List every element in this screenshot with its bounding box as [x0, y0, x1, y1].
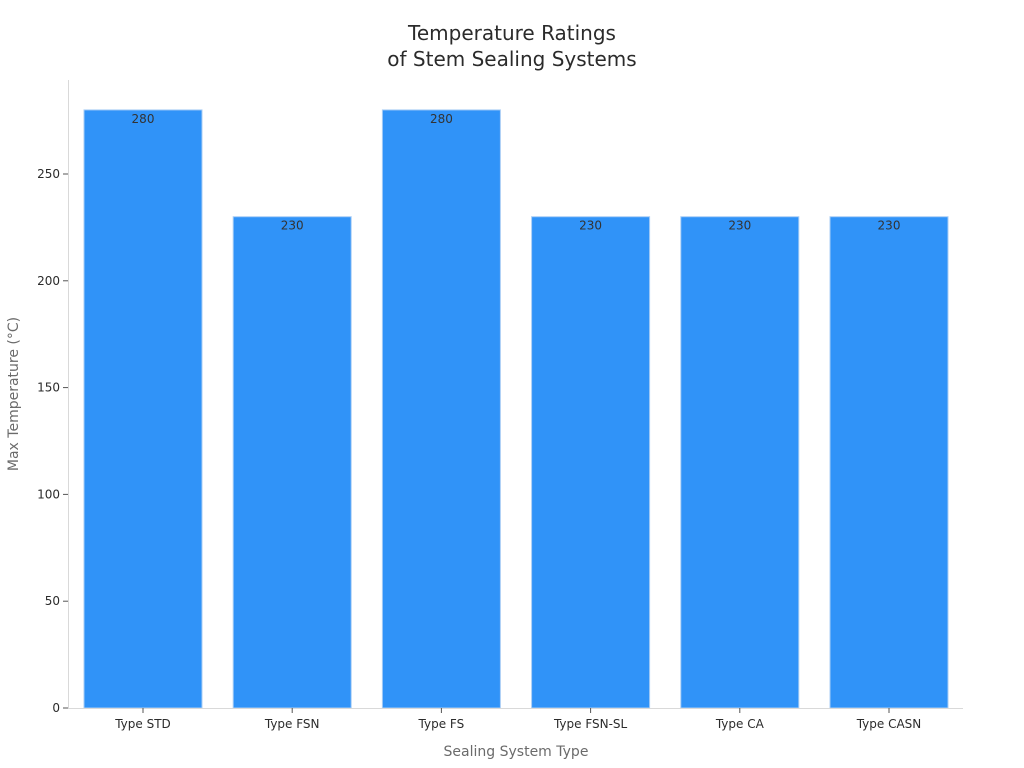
x-ticks-layer: Type STD Type FSN Type FS Type FSN-SL Type C… [114, 708, 921, 731]
bar-type-std [83, 109, 203, 709]
bars-layer [83, 109, 949, 709]
y-tick-label: 250 [37, 167, 60, 181]
y-axis-label: Max Temperature (°C) [6, 317, 22, 471]
data-label: 230 [878, 219, 901, 233]
data-label: 230 [728, 219, 751, 233]
data-label: 280 [132, 112, 155, 126]
x-axis-label: Sealing System Type [444, 744, 589, 760]
bar-type-ca [680, 216, 800, 709]
x-tick-label: Type FSN [264, 717, 320, 731]
data-label: 280 [430, 112, 453, 126]
x-tick-label: Type CASN [856, 717, 922, 731]
bar-type-casn [829, 216, 949, 709]
bar-type-fsn-sl [531, 216, 651, 709]
y-tick-label: 200 [37, 274, 60, 288]
chart-title-line-2: of Stem Sealing Systems [387, 47, 636, 71]
x-tick-label: Type FS [418, 717, 465, 731]
x-tick-label: Type STD [114, 717, 171, 731]
data-labels-layer: 280 230 280 230 230 230 [132, 112, 901, 233]
bar-type-fs [381, 109, 501, 709]
x-tick-label: Type CA [715, 717, 765, 731]
y-tick-label: 50 [45, 594, 60, 608]
x-tick-label: Type FSN-SL [553, 717, 628, 731]
y-tick-label: 0 [52, 701, 60, 715]
data-label: 230 [281, 219, 304, 233]
data-label: 230 [579, 219, 602, 233]
y-tick-label: 150 [37, 381, 60, 395]
bar-type-fsn [232, 216, 352, 709]
y-ticks-layer: 0 50 100 150 200 250 [37, 167, 68, 715]
chart-title-line-1: Temperature Ratings [407, 21, 616, 45]
y-tick-label: 100 [37, 487, 60, 501]
